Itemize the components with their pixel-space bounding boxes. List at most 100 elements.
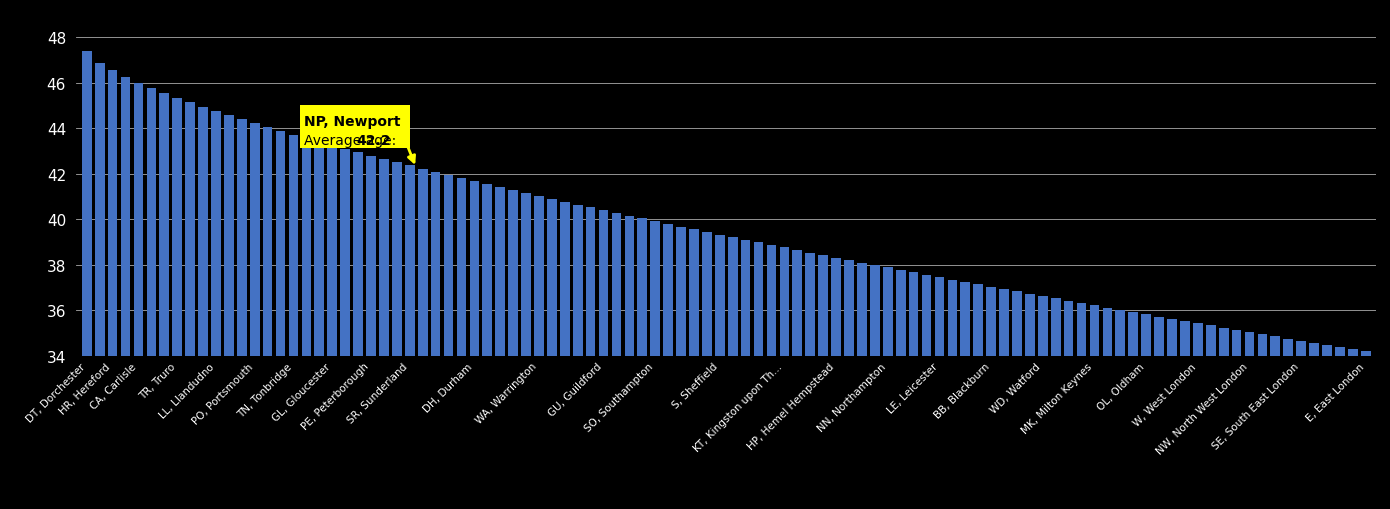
Bar [1038,296,1048,509]
Bar [1024,294,1034,509]
Bar [858,263,867,509]
Bar [922,275,931,509]
Bar [224,116,234,509]
Bar [780,248,790,509]
Bar [1258,334,1268,509]
Bar [82,51,92,509]
Bar [521,193,531,509]
Bar [1322,346,1332,509]
Bar [1348,350,1358,509]
Bar [95,64,104,509]
Bar [1141,315,1151,509]
Bar [948,280,958,509]
Bar [1129,313,1138,509]
Bar [728,238,738,509]
Bar [883,268,892,509]
Bar [353,153,363,509]
Bar [121,77,131,509]
Bar [1334,348,1344,509]
Bar [1051,299,1061,509]
Bar [160,94,170,509]
Bar [870,266,880,509]
Bar [1063,301,1073,509]
Bar [1309,343,1319,509]
Bar [1115,310,1125,509]
Bar [392,163,402,509]
Bar [418,169,428,509]
Bar [146,89,156,509]
Bar [341,150,350,509]
Bar [495,188,505,509]
Bar [638,219,648,509]
Bar [404,166,414,509]
Bar [379,160,389,509]
Bar [185,103,195,509]
Bar [831,258,841,509]
Bar [689,230,699,509]
FancyBboxPatch shape [300,106,410,149]
Bar [934,277,944,509]
Text: Average age:: Average age: [304,134,400,148]
Bar [651,222,660,509]
Bar [819,256,828,509]
Bar [328,146,338,509]
Bar [973,285,983,509]
Bar [236,120,246,509]
Bar [1232,330,1241,509]
Bar [599,211,609,509]
Bar [1219,328,1229,509]
Bar [753,243,763,509]
Bar [999,290,1009,509]
Bar [741,240,751,509]
Bar [1193,324,1202,509]
Bar [1168,319,1177,509]
Bar [133,83,143,509]
Bar [1180,321,1190,509]
Bar [302,139,311,509]
Bar [714,235,724,509]
Bar [560,203,570,509]
Bar [767,245,777,509]
Bar [1361,352,1371,509]
Bar [1244,332,1254,509]
Bar [792,250,802,509]
Bar [1154,317,1163,509]
Bar [534,196,543,509]
Bar [263,128,272,509]
Bar [663,224,673,509]
Bar [1283,339,1293,509]
Bar [548,200,557,509]
Bar [895,270,905,509]
Text: NP, Newport: NP, Newport [304,115,400,129]
Bar [1270,337,1280,509]
Bar [172,99,182,509]
Bar [676,227,685,509]
Bar [314,143,324,509]
Bar [482,185,492,509]
Bar [456,179,466,509]
Bar [987,287,997,509]
Bar [585,208,595,509]
Bar [1297,341,1307,509]
Bar [250,124,260,509]
Bar [844,261,853,509]
Bar [1207,326,1216,509]
Bar [108,71,118,509]
Bar [470,182,480,509]
Bar [289,135,299,509]
Bar [624,216,634,509]
Bar [909,273,919,509]
Bar [1077,303,1087,509]
Bar [443,176,453,509]
Bar [431,173,441,509]
Bar [509,191,518,509]
Bar [1090,305,1099,509]
Bar [1012,292,1022,509]
Bar [573,205,582,509]
Text: 42.2: 42.2 [356,134,391,148]
Bar [805,253,815,509]
Bar [275,132,285,509]
Bar [199,108,208,509]
Bar [612,214,621,509]
Bar [366,156,375,509]
